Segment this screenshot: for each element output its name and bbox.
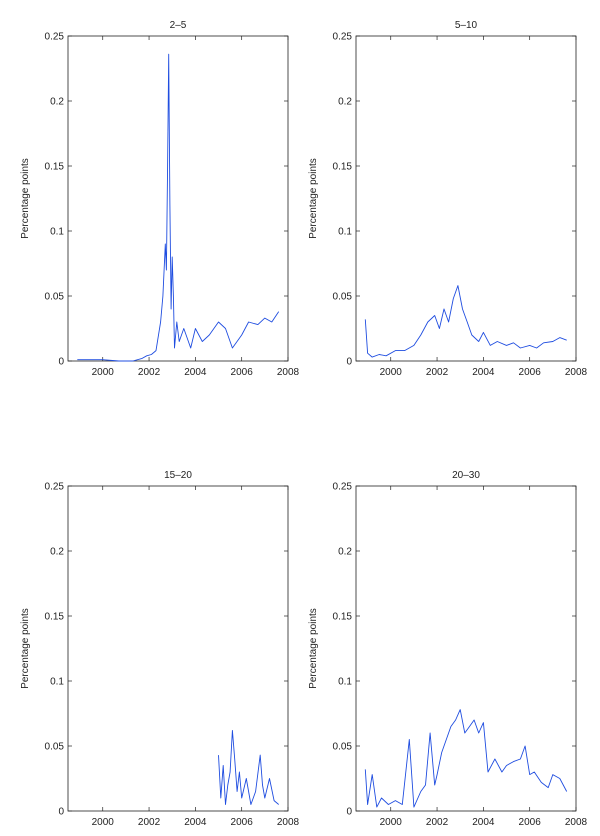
x-tick-label: 2000 [92,367,115,378]
x-tick-label: 2004 [472,367,495,378]
x-tick-label: 2008 [277,367,300,378]
chart-panel-4: 20–30 Percentage points 0 0.05 0.1 0.15 0.2 0.2… [308,470,588,828]
y-tick-label: 0.05 [333,292,353,303]
x-tick-label: 2006 [519,367,542,378]
y-tick-label: 0.05 [333,742,353,753]
y-tick-label: 0 [58,357,64,368]
x-tick-label: 2008 [277,817,300,828]
series-line-1 [364,709,568,808]
y-tick-label: 0.1 [50,677,64,688]
y-tick-label: 0.05 [45,742,65,753]
y-tick-label: 0.1 [338,227,352,238]
chart-title: 2–5 [170,20,187,31]
x-tick-label: 2002 [138,367,161,378]
y-tick-label: 0.1 [338,677,352,688]
y-tick-label: 0.2 [50,97,64,108]
y-axis-label: Percentage points [20,158,31,239]
x-tick-label: 2006 [231,367,254,378]
x-tick-label: 2002 [426,367,449,378]
y-tick-label: 0.2 [338,547,352,558]
y-tick-label: 0.25 [333,32,353,43]
y-tick-label: 0.15 [45,612,65,623]
y-tick-label: 0 [58,807,64,818]
x-tick-label: 2004 [184,367,207,378]
y-axis-label: Percentage points [308,608,319,689]
x-tick-label: 2000 [380,817,403,828]
y-axis-label: Percentage points [20,608,31,689]
axes-frame [67,35,289,362]
series-line-1 [77,53,280,362]
chart-panel-1: 2–5 Percentage points 0 0.05 0.1 0.15 0.2 0.25 2… [20,20,300,378]
chart-panel-3: 15–20 Percentage points 0 0.05 0.1 0.15 0.2 0.2… [20,470,300,828]
y-tick-label: 0.25 [333,482,353,493]
x-tick-label: 2008 [565,817,588,828]
y-tick-label: 0.15 [45,162,65,173]
x-tick-label: 2002 [426,817,449,828]
x-tick-label: 2004 [472,817,495,828]
y-tick-label: 0.25 [45,32,65,43]
y-tick-label: 0.15 [333,162,353,173]
chart-title: 20–30 [452,470,480,481]
chart-panel-2: 5–10 Percentage points 0 0.05 0.1 0.15 0.2 0.25… [308,20,588,378]
x-tick-label: 2000 [380,367,403,378]
x-tick-label: 2006 [231,817,254,828]
x-tick-label: 2008 [565,367,588,378]
chart-title: 15–20 [164,470,192,481]
x-tick-label: 2002 [138,817,161,828]
y-tick-label: 0.15 [333,612,353,623]
y-tick-label: 0 [346,807,352,818]
axes-frame [67,485,289,812]
x-tick-label: 2006 [519,817,542,828]
y-tick-label: 0 [346,357,352,368]
x-tick-label: 2004 [184,817,207,828]
y-tick-label: 0.2 [50,547,64,558]
y-tick-label: 0.25 [45,482,65,493]
axes-frame [355,485,577,812]
axes-frame [355,35,577,362]
y-tick-label: 0.1 [50,227,64,238]
chart-title: 5–10 [455,20,478,31]
y-axis-label: Percentage points [308,158,319,239]
y-tick-label: 0.05 [45,292,65,303]
series-line-1 [364,285,567,358]
series-line-1 [218,729,279,805]
x-tick-label: 2000 [92,817,115,828]
y-tick-label: 0.2 [338,97,352,108]
